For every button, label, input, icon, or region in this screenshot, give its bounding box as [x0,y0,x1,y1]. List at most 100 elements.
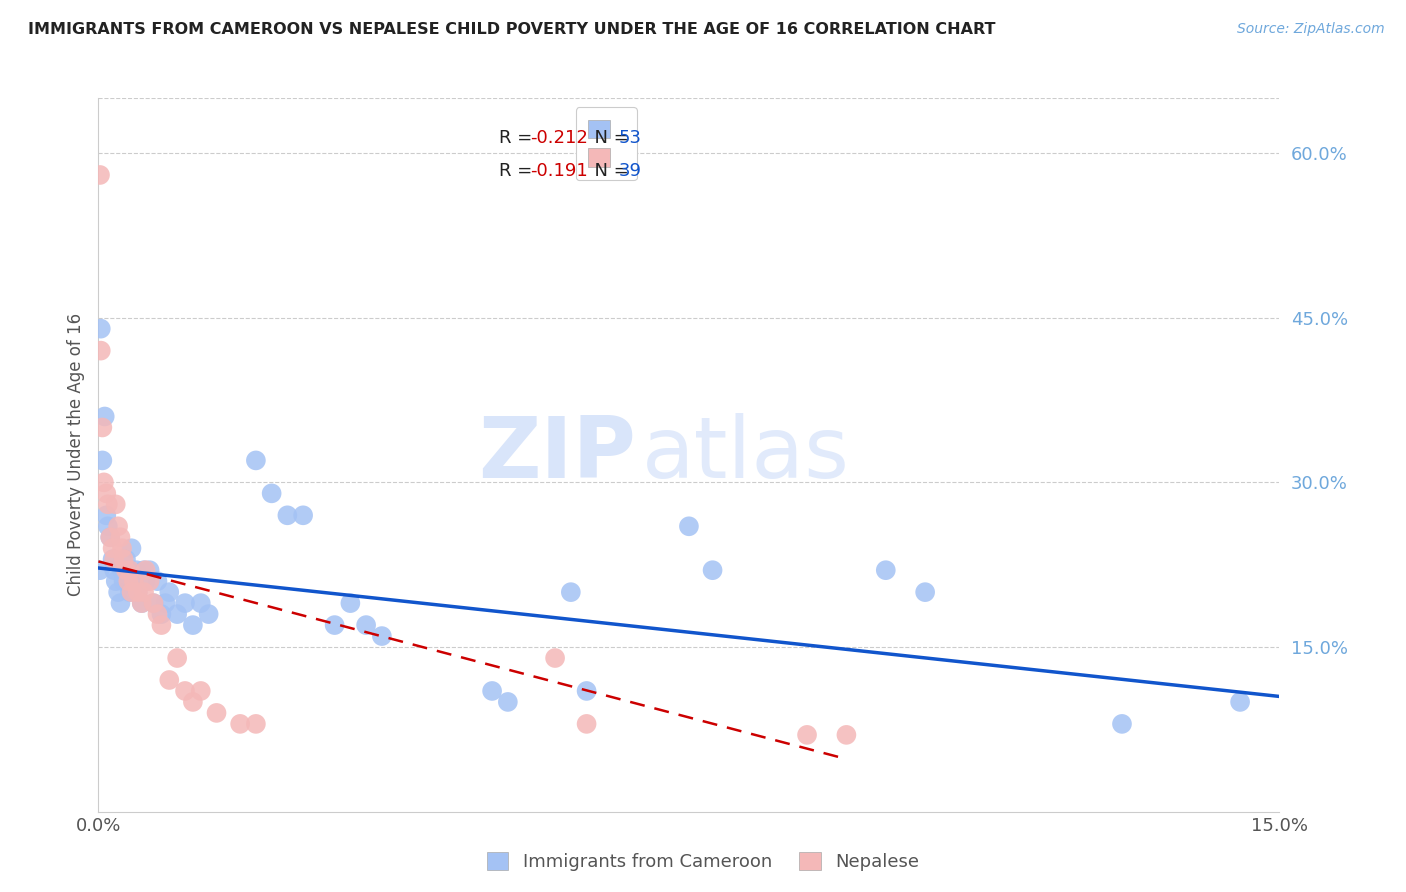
Point [155,596,177,610]
Point [93,475,115,490]
Point [107,519,129,533]
Legend: Immigrants from Cameroon, Nepalese: Immigrants from Cameroon, Nepalese [479,845,927,879]
Point [150,618,173,632]
Point [89,168,111,182]
Point [97,497,120,511]
Point [91,453,114,467]
Point [131,596,153,610]
Text: Source: ZipAtlas.com: Source: ZipAtlas.com [1237,22,1385,37]
Point [1229,695,1251,709]
Point [560,585,582,599]
Text: N =: N = [583,129,636,147]
Point [131,596,153,610]
Point [174,684,197,698]
Point [121,585,143,599]
Point [174,596,197,610]
Point [111,563,134,577]
Point [125,563,148,577]
Text: 53: 53 [619,129,641,147]
Point [132,585,155,599]
Point [544,651,567,665]
Point [127,585,149,599]
Point [90,343,112,358]
Point [292,508,315,523]
Point [702,563,724,577]
Text: ZIP: ZIP [478,413,636,497]
Point [150,607,173,621]
Point [157,673,180,687]
Point [157,585,180,599]
Text: -0.191: -0.191 [530,162,588,180]
Point [91,420,114,434]
Legend: , : , [575,107,637,180]
Point [1111,717,1133,731]
Point [914,585,936,599]
Point [127,585,149,599]
Point [103,563,125,577]
Point [575,684,598,698]
Point [110,596,132,610]
Point [146,574,169,589]
Point [104,497,127,511]
Point [117,574,139,589]
Point [117,563,139,577]
Point [181,695,204,709]
Point [97,519,120,533]
Point [875,563,897,577]
Point [98,530,121,544]
Point [138,563,160,577]
Point [104,574,127,589]
Point [101,541,124,556]
Text: IMMIGRANTS FROM CAMEROON VS NEPALESE CHILD POVERTY UNDER THE AGE OF 16 CORRELATI: IMMIGRANTS FROM CAMEROON VS NEPALESE CHI… [28,22,995,37]
Point [166,651,188,665]
Point [135,563,157,577]
Point [111,541,134,556]
Point [190,684,212,698]
Point [678,519,700,533]
Point [146,607,169,621]
Y-axis label: Child Poverty Under the Age of 16: Child Poverty Under the Age of 16 [66,313,84,597]
Point [142,596,165,610]
Point [496,695,519,709]
Point [89,563,111,577]
Text: R =: R = [499,129,538,147]
Point [103,552,125,566]
Point [260,486,283,500]
Point [96,486,118,500]
Point [245,453,267,467]
Point [98,530,121,544]
Point [115,552,138,566]
Point [110,530,132,544]
Point [142,596,165,610]
Point [90,321,112,335]
Text: -0.212: -0.212 [530,129,588,147]
Point [93,409,115,424]
Point [796,728,818,742]
Point [181,618,204,632]
Text: atlas: atlas [641,413,849,497]
Point [118,563,141,577]
Point [166,607,188,621]
Point [481,684,503,698]
Point [132,563,155,577]
Point [276,508,298,523]
Point [122,574,145,589]
Point [112,574,135,589]
Point [190,596,212,610]
Point [354,618,377,632]
Point [371,629,394,643]
Point [115,563,138,577]
Text: R =: R = [499,162,538,180]
Text: N =: N = [583,162,636,180]
Point [107,585,129,599]
Point [205,706,228,720]
Point [135,574,157,589]
Point [339,596,361,610]
Point [122,574,145,589]
Text: 39: 39 [619,162,641,180]
Point [96,508,118,523]
Point [245,717,267,731]
Point [118,585,141,599]
Point [575,717,598,731]
Point [197,607,219,621]
